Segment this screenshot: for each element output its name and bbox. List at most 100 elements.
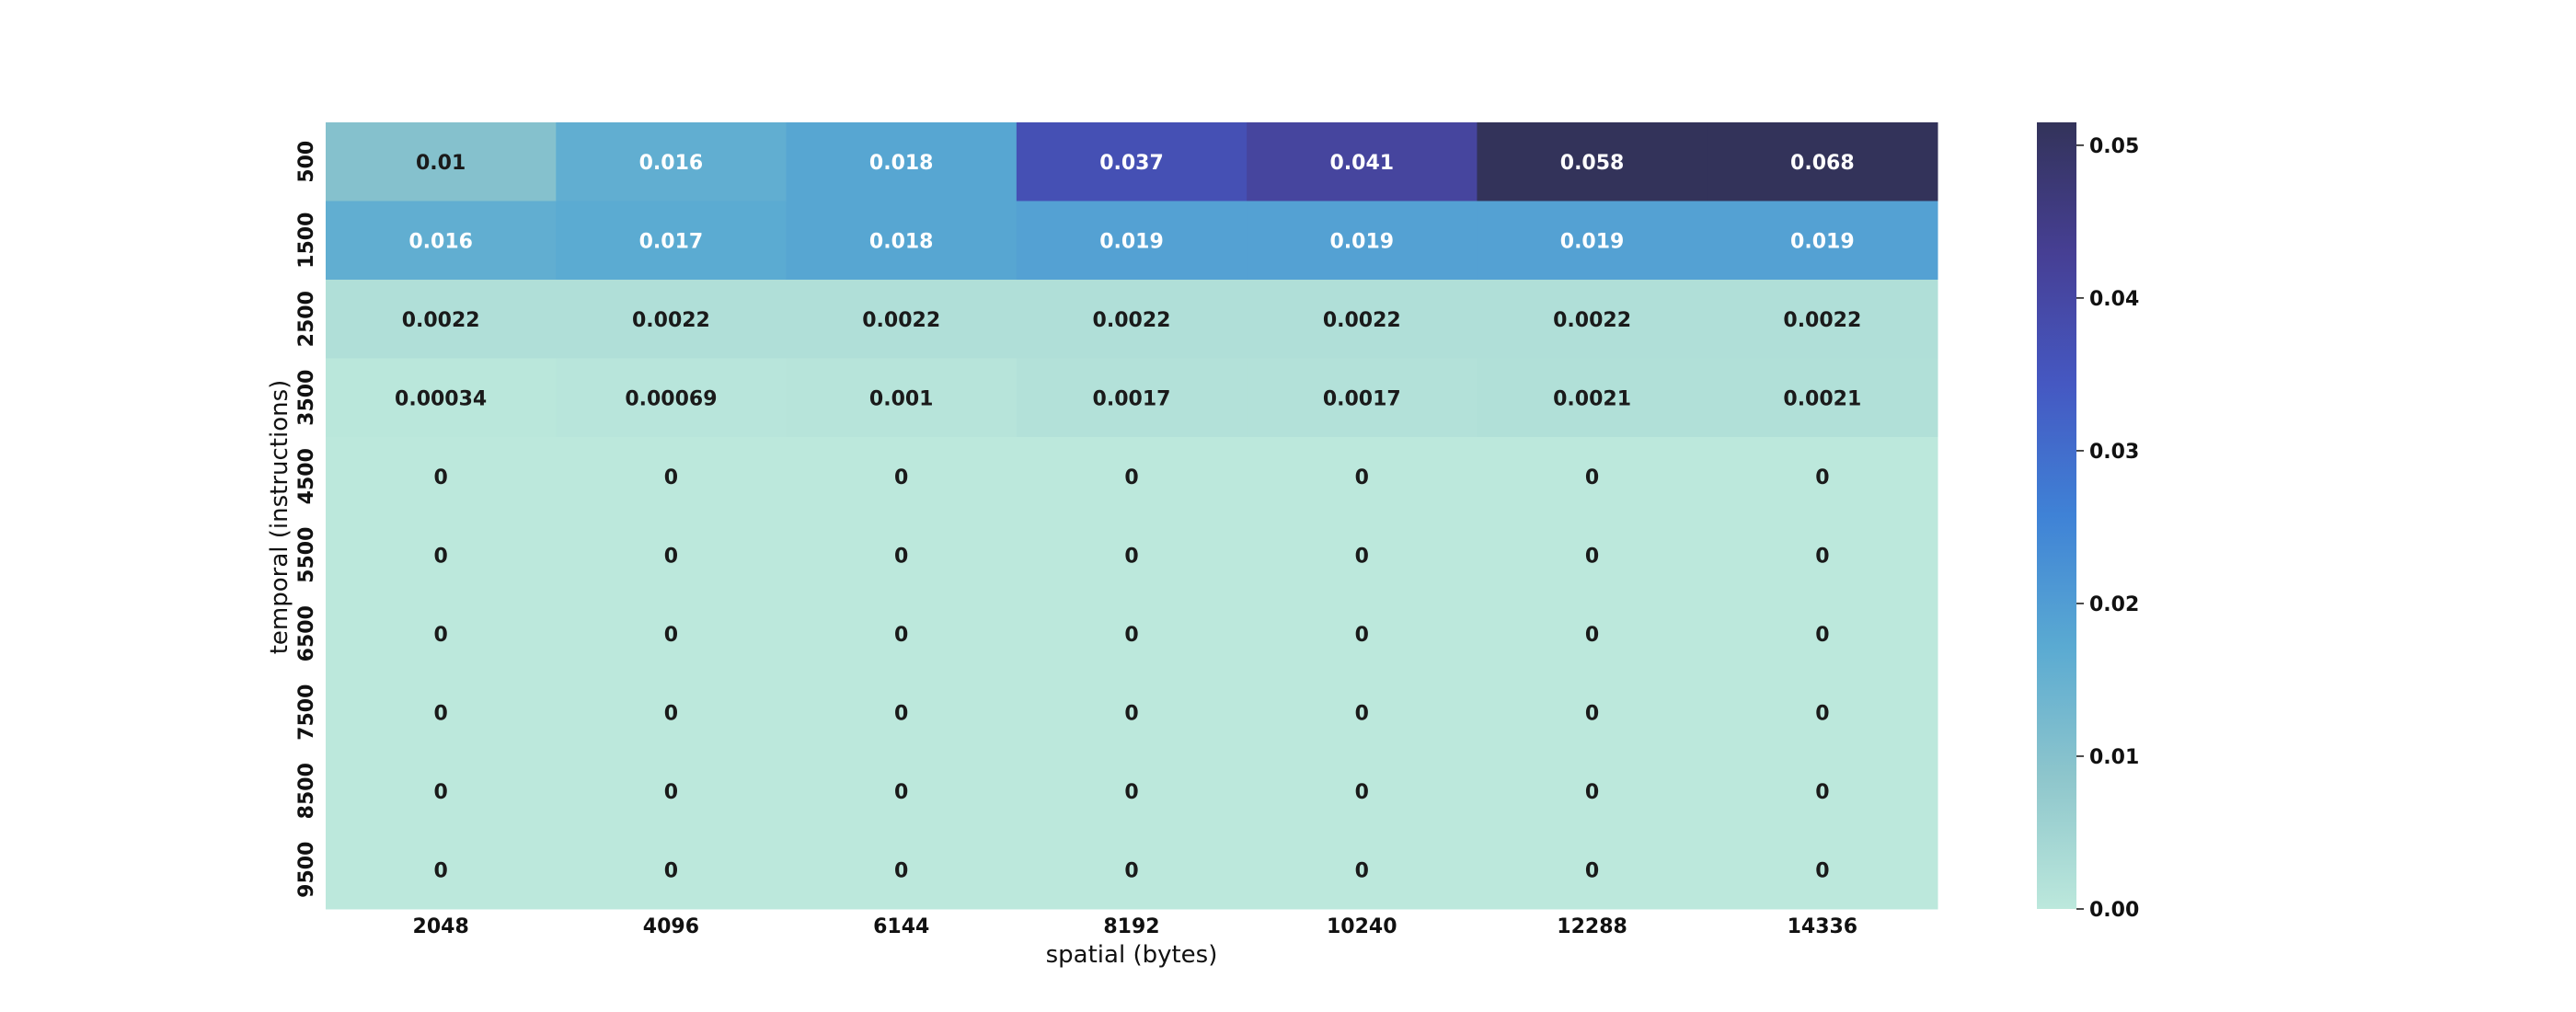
cell-value-label: 0.019 [1790,230,1855,253]
cell-value-label: 0 [1815,466,1829,489]
cell-value-label: 0.0017 [1323,387,1401,410]
x-tick-label: 8192 [1103,915,1159,938]
cell-value-label: 0.00069 [625,387,717,410]
cell-value-label: 0 [1124,781,1138,804]
cell-value-label: 0.018 [869,152,934,175]
cell-value-label: 0 [1585,781,1599,804]
colorbar-tick-label: 0.02 [2089,593,2139,616]
cell-value-label: 0 [1355,781,1369,804]
y-tick-label: 4500 [295,448,318,504]
y-axis-label: temporal (instructions) [266,380,293,655]
cell-value-label: 0 [1355,545,1369,568]
cell-value-label: 0.019 [1099,230,1164,253]
cell-value-label: 0 [894,702,908,725]
cell-value-label: 0.016 [408,230,473,253]
y-tick-label: 6500 [295,605,318,661]
cell-value-label: 0 [1815,859,1829,882]
y-tick-label: 1500 [295,213,318,269]
colorbar-tick-label: 0.03 [2089,441,2139,464]
cell-value-label: 0.018 [869,230,934,253]
x-tick-label: 2048 [413,915,469,938]
cell-value-label: 0 [1355,702,1369,725]
cell-value-label: 0.041 [1329,152,1394,175]
colorbar-tick-label: 0.05 [2089,135,2139,158]
cell-value-label: 0 [664,781,678,804]
cell-value-label: 0 [1585,859,1599,882]
cell-value-label: 0 [1815,781,1829,804]
cell-value-label: 0.00034 [395,387,487,410]
cell-value-label: 0 [894,545,908,568]
cell-value-label: 0 [1124,702,1138,725]
colorbar-tick-label: 0.00 [2089,899,2139,922]
cell-value-label: 0.0021 [1553,387,1631,410]
x-tick-label: 6144 [873,915,929,938]
cell-value-label: 0 [433,624,447,647]
cell-value-label: 0.019 [1560,230,1625,253]
cell-value-label: 0 [1124,859,1138,882]
y-axis-ticks: 500 1500 2500 3500 4500 5500 6500 7500 8500 9500 [295,141,318,898]
y-tick-label: 2500 [295,291,318,347]
cell-value-label: 0.0022 [1093,309,1171,332]
y-tick-label: 5500 [295,527,318,583]
cell-value-label: 0 [664,545,678,568]
cell-value-label: 0 [433,781,447,804]
x-tick-label: 12288 [1557,915,1627,938]
cell-value-label: 0 [433,859,447,882]
cell-value-label: 0 [894,781,908,804]
cell-value-label: 0.0022 [1553,309,1631,332]
colorbar: 0.00 0.01 0.02 0.03 0.04 0.05 [2037,122,2139,922]
cell-value-label: 0.0022 [862,309,940,332]
cell-value-label: 0.058 [1560,152,1625,175]
cell-value-label: 0 [1355,859,1369,882]
cell-value-label: 0.0022 [1323,309,1401,332]
colorbar-tick-label: 0.04 [2089,288,2139,311]
cell-value-label: 0 [1124,624,1138,647]
x-tick-label: 4096 [643,915,699,938]
cell-value-label: 0 [1815,545,1829,568]
cell-value-label: 0 [1815,624,1829,647]
y-tick-label: 3500 [295,370,318,426]
x-tick-label: 10240 [1327,915,1397,938]
colorbar-gradient [2037,122,2076,909]
cell-value-label: 0 [433,466,447,489]
cell-value-label: 0 [894,466,908,489]
colorbar-tick-label: 0.01 [2089,746,2139,769]
cell-value-label: 0 [433,702,447,725]
cell-value-label: 0 [1355,466,1369,489]
x-axis-label: spatial (bytes) [1046,941,1218,969]
cell-value-label: 0.017 [639,230,704,253]
cell-value-label: 0 [1585,466,1599,489]
x-tick-label: 14336 [1788,915,1858,938]
cell-value-label: 0 [1585,702,1599,725]
cell-value-label: 0.019 [1329,230,1394,253]
cell-value-label: 0 [1124,545,1138,568]
cell-value-label: 0 [664,702,678,725]
cell-value-label: 0 [1585,545,1599,568]
cell-value-label: 0 [1585,624,1599,647]
cell-value-label: 0.0021 [1783,387,1861,410]
y-tick-label: 7500 [295,684,318,741]
cell-value-label: 0 [1355,624,1369,647]
y-tick-label: 9500 [295,842,318,898]
cell-value-label: 0.0017 [1093,387,1171,410]
cell-value-label: 0 [1124,466,1138,489]
y-tick-label: 500 [295,141,318,183]
cell-value-label: 0.068 [1790,152,1855,175]
cell-value-label: 0 [894,624,908,647]
cell-value-label: 0.037 [1099,152,1164,175]
cell-value-label: 0 [664,624,678,647]
cell-value-label: 0.0022 [632,309,710,332]
cell-value-label: 0 [664,466,678,489]
cell-value-label: 0 [894,859,908,882]
y-tick-label: 8500 [295,763,318,819]
cell-value-label: 0 [433,545,447,568]
x-axis-ticks: 2048 4096 6144 8192 10240 12288 14336 [413,915,1858,938]
colorbar-ticks: 0.00 0.01 0.02 0.03 0.04 0.05 [2076,135,2139,922]
cell-value-label: 0.001 [869,387,934,410]
cell-value-label: 0 [664,859,678,882]
cell-value-label: 0.0022 [1783,309,1861,332]
cell-value-label: 0.01 [416,152,466,175]
cell-value-label: 0 [1815,702,1829,725]
cell-value-label: 0.016 [639,152,704,175]
